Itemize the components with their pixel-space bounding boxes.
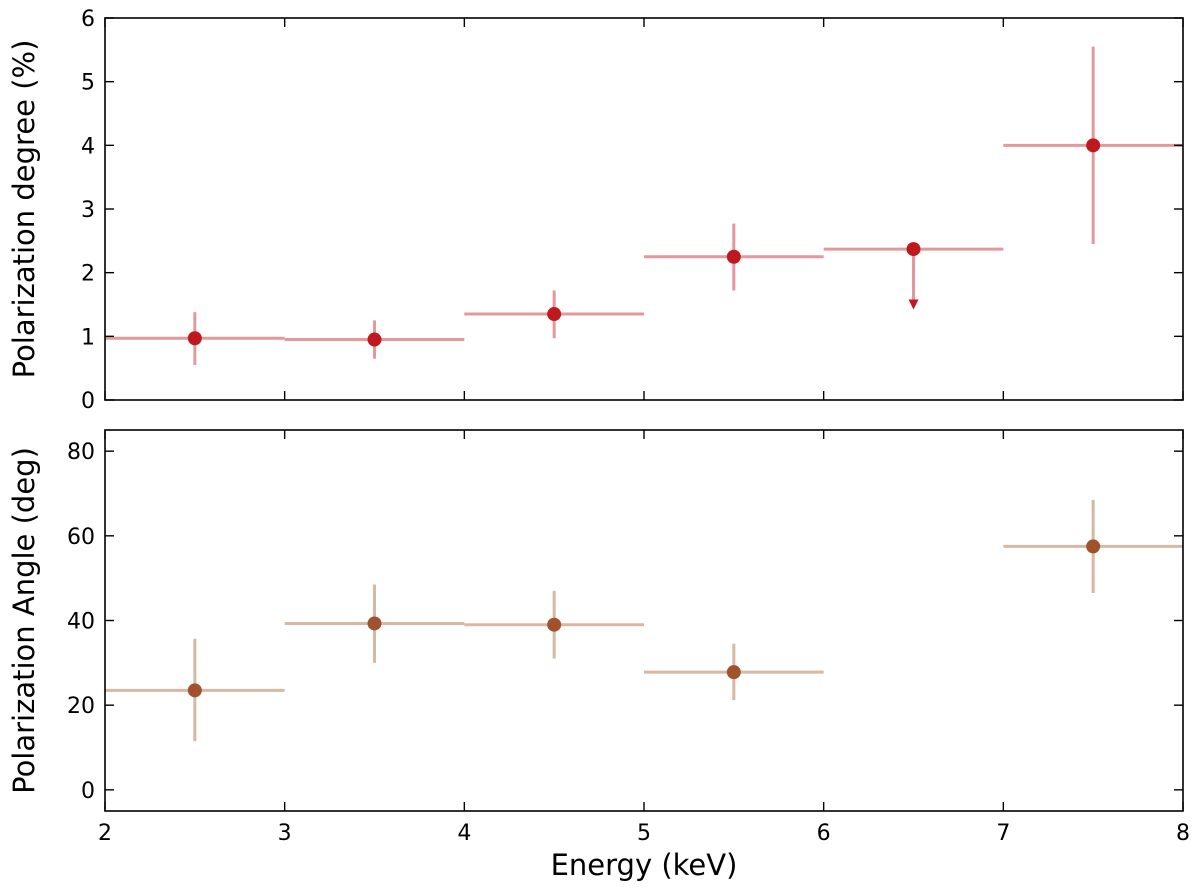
y-tick-label: 60 (67, 525, 95, 550)
x-tick-label: 6 (817, 821, 831, 846)
y-tick-label: 0 (81, 779, 95, 804)
data-point (547, 617, 562, 632)
y-tick-label: 0 (81, 389, 95, 414)
data-point (367, 616, 382, 631)
upper-limit-arrowhead (908, 299, 919, 310)
y-tick-label: 1 (81, 325, 95, 350)
plot-frame-top (104, 17, 1184, 401)
y-tick-label: 80 (67, 440, 95, 465)
data-point (906, 242, 921, 257)
data-point (367, 332, 382, 347)
data-point (726, 665, 741, 680)
y-tick-label: 3 (81, 198, 95, 223)
data-point (187, 683, 202, 698)
x-tick-label: 5 (637, 821, 651, 846)
data-point (187, 331, 202, 346)
x-tick-label: 4 (457, 821, 471, 846)
data-point (547, 307, 562, 322)
x-tick-label: 7 (996, 821, 1010, 846)
x-axis-label: Energy (keV) (551, 848, 738, 882)
y-tick-label: 20 (67, 694, 95, 719)
x-tick-label: 2 (98, 821, 112, 846)
y-axis-label-top: Polarization degree (%) (7, 40, 41, 379)
data-point (1086, 138, 1101, 153)
x-tick-label: 8 (1176, 821, 1190, 846)
plot-frame-bottom (104, 429, 1184, 812)
x-tick-label: 3 (278, 821, 292, 846)
y-tick-label: 6 (81, 7, 95, 32)
y-tick-label: 5 (81, 71, 95, 96)
data-point (726, 249, 741, 264)
y-axis-label-bottom: Polarization Angle (deg) (7, 447, 41, 794)
y-tick-label: 2 (81, 262, 95, 287)
y-tick-label: 4 (81, 134, 95, 159)
data-point (1086, 539, 1101, 554)
y-tick-label: 40 (67, 610, 95, 635)
panel-polarization-degree: 0 1 2 3 4 5 6 Polarization degree (%) (7, 7, 1184, 414)
